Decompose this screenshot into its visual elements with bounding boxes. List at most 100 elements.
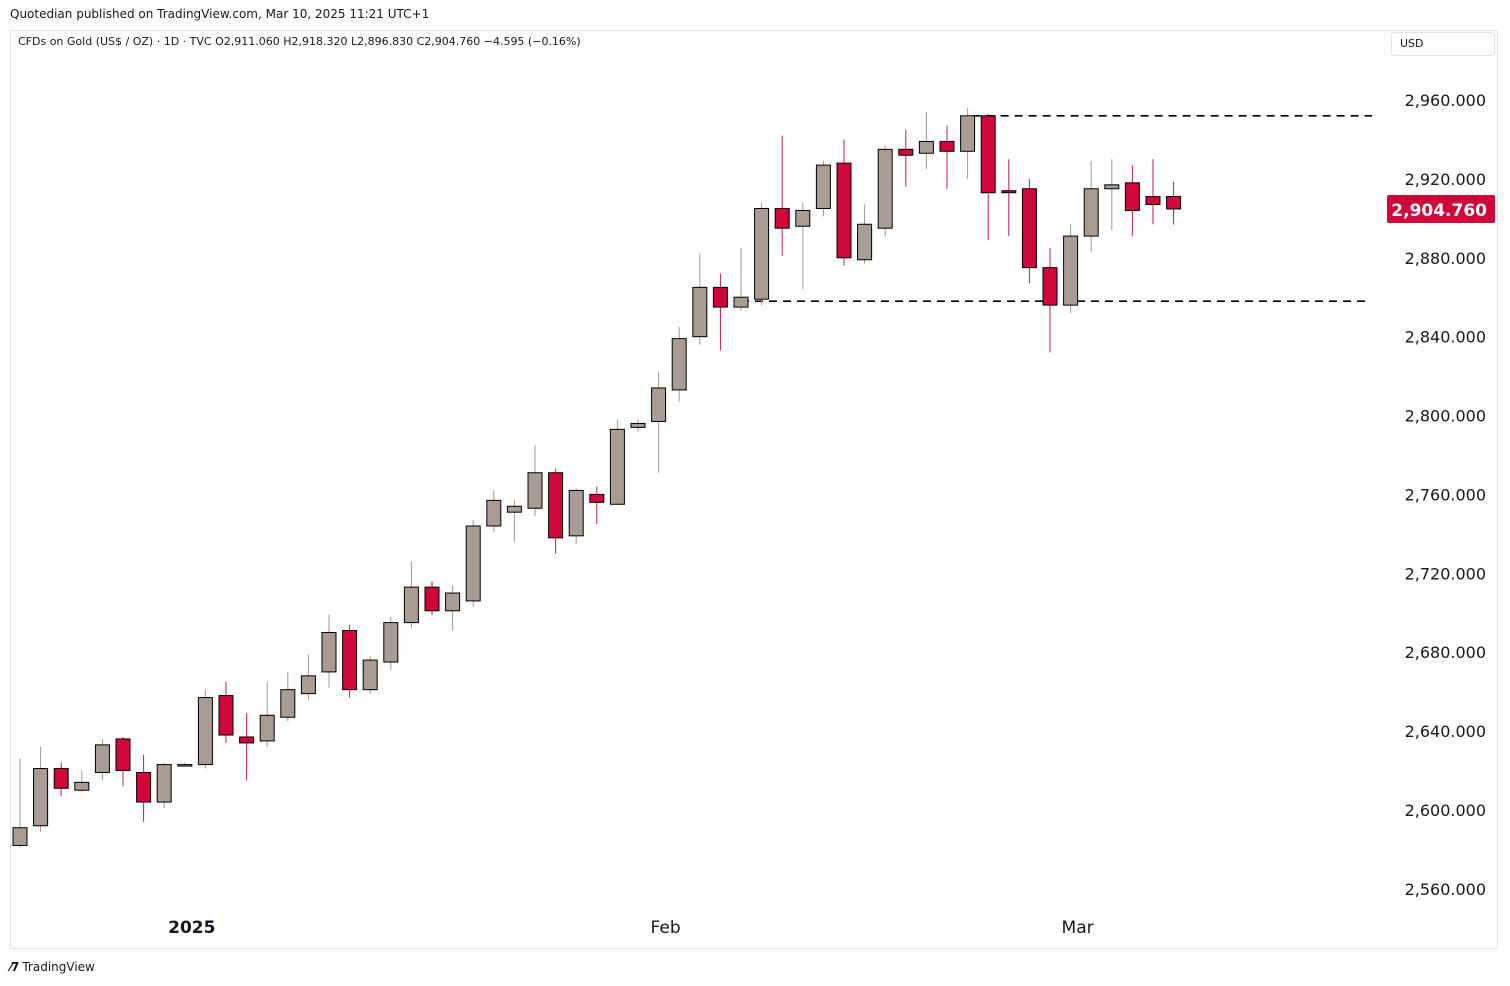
tradingview-logo-icon: ⁄7 bbox=[10, 960, 19, 974]
candle-body bbox=[671, 338, 687, 391]
candle-body bbox=[136, 771, 152, 803]
candle bbox=[568, 488, 584, 544]
candle-body bbox=[342, 630, 358, 691]
candle bbox=[754, 202, 770, 306]
candle-body bbox=[239, 736, 255, 744]
candle bbox=[342, 624, 358, 698]
price-tick-label: 2,720.000 bbox=[1405, 564, 1486, 583]
candle-body bbox=[486, 499, 502, 527]
candle-body bbox=[403, 586, 419, 624]
candle bbox=[671, 326, 687, 402]
candle bbox=[609, 419, 625, 505]
candle-body bbox=[156, 764, 172, 803]
candle-body bbox=[300, 675, 316, 695]
candle bbox=[1145, 159, 1161, 225]
price-tick-label: 2,680.000 bbox=[1405, 643, 1486, 662]
last-price-value: 2,904.760 bbox=[1391, 201, 1487, 221]
candle-body bbox=[712, 286, 728, 308]
time-tick-label: Mar bbox=[1062, 918, 1094, 938]
price-tick-label: 2,920.000 bbox=[1405, 170, 1486, 189]
candle-body bbox=[836, 162, 852, 259]
candle bbox=[1063, 224, 1079, 314]
candle bbox=[197, 689, 213, 769]
time-axis: 2025 Feb Mar bbox=[168, 918, 1094, 938]
candle bbox=[465, 520, 481, 607]
candle bbox=[939, 125, 955, 189]
candle bbox=[960, 107, 976, 179]
candle bbox=[857, 204, 873, 264]
candle bbox=[589, 486, 605, 525]
candle-body bbox=[692, 286, 708, 338]
price-tick-label: 2,600.000 bbox=[1405, 801, 1486, 820]
candle-body bbox=[280, 689, 296, 718]
candle-body bbox=[1083, 188, 1099, 237]
candle bbox=[548, 468, 564, 554]
time-tick-label: Feb bbox=[651, 918, 681, 938]
chart-frame bbox=[10, 30, 1498, 949]
candle-body bbox=[939, 140, 955, 152]
candle-body bbox=[795, 209, 811, 227]
candle bbox=[362, 656, 378, 694]
candle-body bbox=[548, 472, 564, 539]
candle bbox=[445, 585, 461, 631]
candle bbox=[898, 129, 914, 187]
candle bbox=[156, 762, 172, 808]
candle bbox=[712, 273, 728, 351]
candle-body bbox=[465, 525, 481, 602]
last-price-badge bbox=[1387, 194, 1495, 223]
candle bbox=[424, 581, 440, 615]
candle bbox=[877, 145, 893, 237]
candle-body bbox=[877, 148, 893, 229]
candle-body bbox=[980, 115, 996, 194]
time-tick-label: 2025 bbox=[168, 918, 215, 938]
candle-body bbox=[115, 738, 131, 772]
candle bbox=[53, 762, 69, 797]
candle-body bbox=[815, 164, 831, 209]
candle bbox=[383, 616, 399, 670]
candle-body bbox=[527, 472, 543, 509]
price-tick-label: 2,560.000 bbox=[1405, 880, 1486, 899]
price-tick-label: 2,960.000 bbox=[1405, 91, 1486, 110]
candle bbox=[280, 671, 296, 722]
candle-body bbox=[12, 827, 28, 846]
candle-body bbox=[1042, 267, 1058, 306]
candle bbox=[94, 738, 110, 781]
candle-body bbox=[1104, 184, 1120, 190]
candle bbox=[692, 253, 708, 345]
currency-selector[interactable]: USD bbox=[1391, 32, 1495, 56]
candle-body bbox=[609, 428, 625, 505]
candle bbox=[33, 746, 49, 832]
candle-body bbox=[857, 223, 873, 261]
price-tick-label: 2,840.000 bbox=[1405, 328, 1486, 347]
candles bbox=[12, 107, 1182, 848]
candle-body bbox=[960, 115, 976, 152]
candle bbox=[1104, 159, 1120, 231]
candle-body bbox=[506, 505, 522, 513]
candle-body bbox=[898, 148, 914, 156]
candle bbox=[136, 754, 152, 822]
publisher-info: Quotedian published on TradingView.com, … bbox=[10, 7, 430, 21]
candle-body bbox=[362, 659, 378, 691]
price-tick-label: 2,800.000 bbox=[1405, 407, 1486, 426]
candle-body bbox=[197, 697, 213, 766]
candle bbox=[630, 419, 646, 432]
candle-body bbox=[1166, 196, 1182, 210]
candle-body bbox=[1124, 182, 1140, 211]
candle bbox=[815, 161, 831, 217]
candle-body bbox=[445, 592, 461, 612]
candle bbox=[300, 654, 316, 700]
candle-body bbox=[1021, 188, 1037, 269]
candle bbox=[115, 736, 131, 787]
candle-body bbox=[774, 207, 790, 229]
price-tick-label: 2,640.000 bbox=[1405, 722, 1486, 741]
symbol-legend: CFDs on Gold (US$ / OZ) · 1D · TVC O2,91… bbox=[18, 35, 581, 48]
candle bbox=[1021, 178, 1037, 284]
candle bbox=[506, 500, 522, 542]
candle-body bbox=[918, 140, 934, 154]
last-price-label: 2,904.760 bbox=[1387, 194, 1495, 223]
candle-body bbox=[589, 493, 605, 503]
candle bbox=[403, 561, 419, 629]
candle-body bbox=[1001, 190, 1017, 194]
price-tick-label: 2,880.000 bbox=[1405, 249, 1486, 268]
